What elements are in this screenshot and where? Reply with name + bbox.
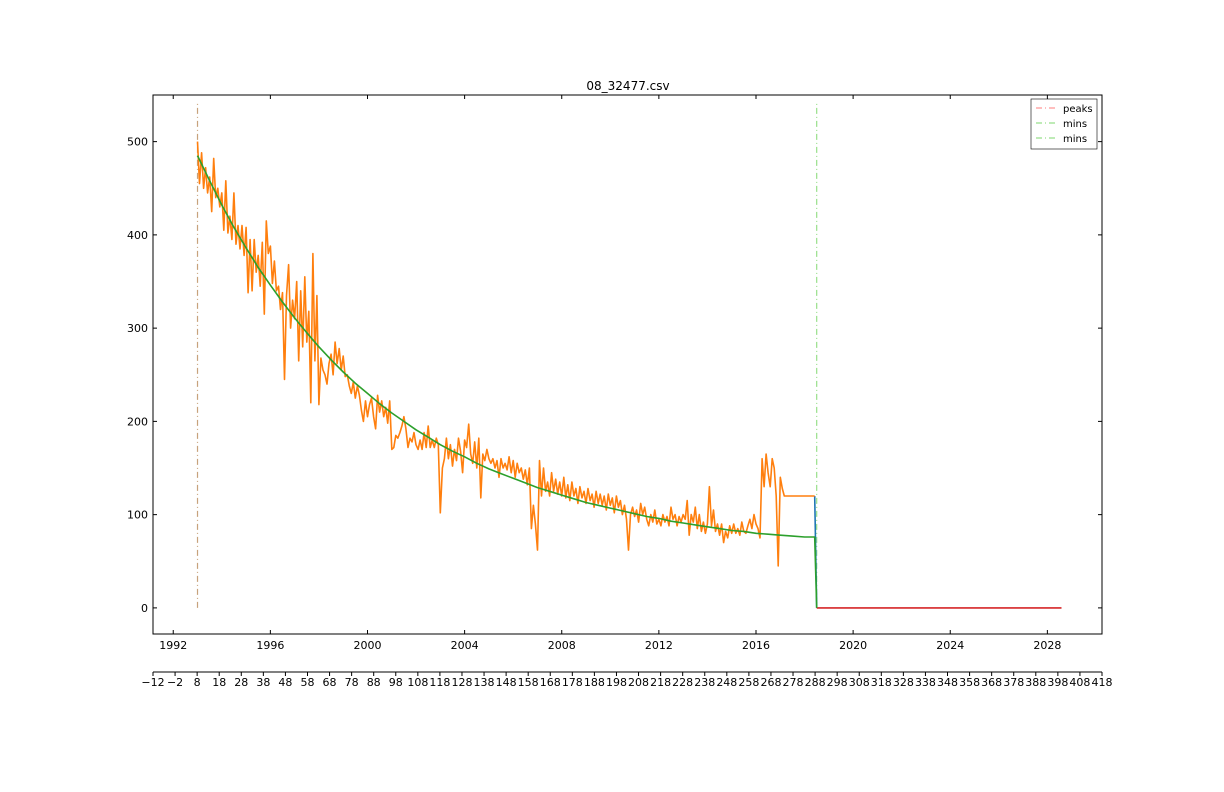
secondary-x-tick-label: 368 — [981, 676, 1002, 689]
series-line-3 — [196, 141, 815, 567]
secondary-x-tick-label: 28 — [234, 676, 248, 689]
plot-frame — [152, 94, 1103, 635]
secondary-x-tick-label: 258 — [738, 676, 759, 689]
legend: peaks mins mins — [1030, 98, 1098, 150]
secondary-x-tick-label: 288 — [805, 676, 826, 689]
x-tick-label: 2000 — [353, 639, 381, 652]
secondary-x-tick-label: 218 — [650, 676, 671, 689]
chart-title: 08_32477.csv — [586, 79, 669, 93]
y-tick-label: 100 — [127, 509, 148, 522]
secondary-x-tick-label: 418 — [1092, 676, 1113, 689]
secondary-x-tick-label: 278 — [783, 676, 804, 689]
secondary-x-tick-label: 8 — [194, 676, 201, 689]
secondary-x-tick-label: 378 — [1003, 676, 1024, 689]
secondary-x-tick-label: 198 — [606, 676, 627, 689]
secondary-x-tick-label: −12 — [141, 676, 164, 689]
x-tick-label: 2024 — [936, 639, 964, 652]
x-tick-label: 1996 — [256, 639, 284, 652]
secondary-x-tick-label: 318 — [871, 676, 892, 689]
plot-area — [196, 101, 1062, 609]
secondary-x-tick-label: 228 — [672, 676, 693, 689]
secondary-x-tick-label: 88 — [367, 676, 381, 689]
secondary-x-tick-label: 78 — [345, 676, 359, 689]
secondary-x-tick-label: 38 — [256, 676, 270, 689]
secondary-x-tick-label: 18 — [212, 676, 226, 689]
secondary-x-tick-label: 358 — [959, 676, 980, 689]
x-tick-label: 2004 — [451, 639, 479, 652]
secondary-x-tick-label: 338 — [915, 676, 936, 689]
secondary-x-tick-label: 248 — [716, 676, 737, 689]
secondary-x-tick-label: 128 — [451, 676, 472, 689]
legend-box — [1030, 98, 1098, 150]
axes: 0 100 200 300 400 500 1992 1996 2000 2004 2008 2012… — [127, 94, 1113, 689]
y-tick-label: 500 — [127, 136, 148, 149]
secondary-x-tick-label: 268 — [760, 676, 781, 689]
y-tick-label: 200 — [127, 415, 148, 428]
secondary-x-tick-label: 168 — [540, 676, 561, 689]
secondary-x-tick-label: 178 — [562, 676, 583, 689]
x-tick-label: 2020 — [839, 639, 867, 652]
secondary-x-tick-label: 48 — [278, 676, 292, 689]
secondary-x-tick-label: 388 — [1025, 676, 1046, 689]
secondary-x-tick-label: 298 — [827, 676, 848, 689]
secondary-x-tick-label: 348 — [937, 676, 958, 689]
x-tick-label: 2028 — [1033, 639, 1061, 652]
secondary-x-tick-label: 188 — [584, 676, 605, 689]
secondary-x-tick-label: 238 — [694, 676, 715, 689]
y-tick-label: 0 — [141, 602, 148, 615]
secondary-x-tick-label: 328 — [893, 676, 914, 689]
secondary-x-tick-label: 138 — [474, 676, 495, 689]
secondary-x-tick-label: −2 — [167, 676, 183, 689]
series-line-4 — [196, 155, 818, 608]
secondary-x-tick-label: 98 — [389, 676, 403, 689]
secondary-x-tick-label: 58 — [300, 676, 314, 689]
legend-label: peaks — [1063, 104, 1093, 115]
x-tick-label: 2016 — [742, 639, 770, 652]
y-tick-label: 400 — [127, 229, 148, 242]
secondary-x-tick-label: 108 — [407, 676, 428, 689]
x-tick-label: 2008 — [548, 639, 576, 652]
secondary-x-tick-label: 208 — [628, 676, 649, 689]
secondary-x-tick-label: 398 — [1047, 676, 1068, 689]
secondary-x-tick-label: 158 — [518, 676, 539, 689]
secondary-x-tick-label: 308 — [849, 676, 870, 689]
x-tick-label: 2012 — [645, 639, 673, 652]
secondary-x-tick-label: 408 — [1069, 676, 1090, 689]
legend-label: mins — [1063, 119, 1087, 130]
secondary-x-tick-label: 118 — [429, 676, 450, 689]
x-tick-label: 1992 — [159, 639, 187, 652]
legend-label: mins — [1063, 134, 1087, 145]
y-tick-label: 300 — [127, 322, 148, 335]
secondary-x-tick-label: 148 — [496, 676, 517, 689]
secondary-x-tick-label: 68 — [323, 676, 337, 689]
